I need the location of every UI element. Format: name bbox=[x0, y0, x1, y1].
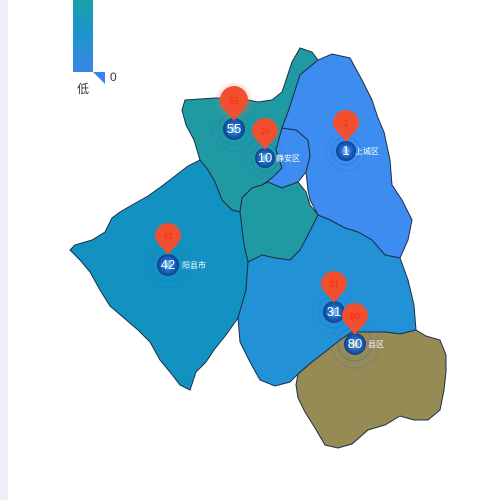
marker-80[interactable]: 80 县区 80 bbox=[330, 303, 384, 369]
marker-42-region-label: 阳县市 bbox=[182, 260, 206, 270]
marker-80-value: 80 bbox=[348, 336, 362, 351]
legend-low-label: 低 bbox=[77, 82, 90, 96]
marker-1-region-label: 上城区 bbox=[355, 147, 379, 156]
left-edge-strip bbox=[0, 0, 8, 500]
legend-gradient-bar[interactable] bbox=[73, 0, 93, 72]
marker-80-pin-text: 80 bbox=[350, 311, 360, 321]
marker-31-value: 31 bbox=[327, 304, 341, 319]
marker-42-value: 42 bbox=[161, 257, 175, 272]
marker-55[interactable]: 55 55 bbox=[211, 81, 257, 152]
marker-10[interactable]: 10 静安区 10 bbox=[244, 118, 300, 179]
marker-10-region-label: 静安区 bbox=[276, 153, 300, 163]
marker-42-pin-text: 42 bbox=[163, 231, 173, 241]
legend-min-value: 0 bbox=[110, 70, 117, 84]
marker-10-pin-text: 10 bbox=[260, 126, 270, 136]
marker-1-value: 1 bbox=[342, 143, 349, 158]
marker-10-value: 10 bbox=[258, 150, 272, 165]
marker-1[interactable]: 1 上城区 1 bbox=[325, 110, 379, 172]
marker-31[interactable]: 31 31 bbox=[311, 271, 357, 335]
marker-80-region-label: 县区 bbox=[368, 340, 384, 349]
legend-handle-icon[interactable] bbox=[93, 72, 105, 84]
marker-1-pin-text: 1 bbox=[343, 118, 348, 128]
region-south-olive[interactable] bbox=[295, 329, 447, 449]
marker-55-value: 55 bbox=[227, 121, 241, 136]
marker-31-pin-text: 31 bbox=[329, 279, 339, 289]
marker-55-pin-text: 55 bbox=[229, 96, 239, 106]
marker-42[interactable]: 42 阳县市 42 bbox=[145, 223, 206, 288]
